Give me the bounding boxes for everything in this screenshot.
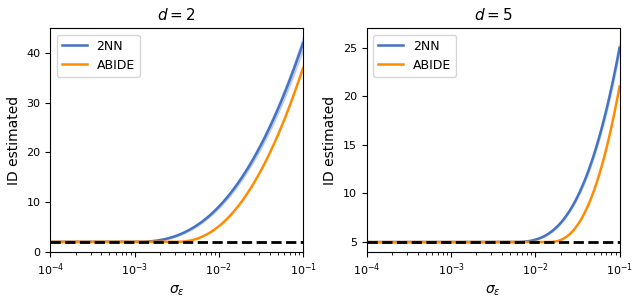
ABIDE bbox=[364, 240, 372, 244]
2NN bbox=[364, 240, 372, 244]
ABIDE bbox=[513, 240, 521, 244]
2NN bbox=[518, 240, 525, 244]
2NN bbox=[363, 240, 371, 244]
2NN bbox=[592, 147, 600, 150]
ABIDE bbox=[196, 236, 204, 239]
Legend: 2NN, ABIDE: 2NN, ABIDE bbox=[56, 34, 140, 77]
ABIDE bbox=[201, 234, 209, 237]
Title: $d = 5$: $d = 5$ bbox=[474, 7, 513, 23]
2NN bbox=[259, 138, 267, 142]
2NN bbox=[299, 41, 307, 45]
ABIDE bbox=[299, 66, 307, 70]
2NN bbox=[616, 46, 623, 49]
Line: ABIDE: ABIDE bbox=[367, 87, 620, 242]
Line: ABIDE: ABIDE bbox=[51, 68, 303, 242]
ABIDE bbox=[259, 164, 267, 168]
2NN bbox=[47, 240, 54, 244]
Y-axis label: ID estimated: ID estimated bbox=[323, 95, 337, 185]
ABIDE bbox=[47, 240, 55, 244]
Line: 2NN: 2NN bbox=[367, 48, 620, 242]
ABIDE bbox=[576, 220, 584, 223]
X-axis label: $\sigma_\epsilon$: $\sigma_\epsilon$ bbox=[485, 284, 501, 298]
2NN bbox=[47, 240, 55, 244]
ABIDE bbox=[513, 240, 520, 244]
Title: $d = 2$: $d = 2$ bbox=[157, 7, 196, 23]
Y-axis label: ID estimated: ID estimated bbox=[7, 95, 21, 185]
2NN bbox=[197, 221, 205, 224]
2NN bbox=[513, 240, 521, 244]
ABIDE bbox=[518, 240, 525, 244]
ABIDE bbox=[363, 240, 371, 244]
Legend: 2NN, ABIDE: 2NN, ABIDE bbox=[373, 34, 456, 77]
2NN bbox=[275, 104, 283, 108]
ABIDE bbox=[47, 240, 54, 244]
Line: 2NN: 2NN bbox=[51, 43, 303, 242]
2NN bbox=[201, 217, 209, 221]
2NN bbox=[576, 190, 584, 194]
X-axis label: $\sigma_\epsilon$: $\sigma_\epsilon$ bbox=[169, 284, 184, 298]
2NN bbox=[196, 221, 204, 225]
ABIDE bbox=[197, 235, 205, 239]
2NN bbox=[513, 240, 520, 244]
ABIDE bbox=[592, 183, 600, 187]
ABIDE bbox=[275, 130, 283, 134]
ABIDE bbox=[616, 85, 623, 88]
